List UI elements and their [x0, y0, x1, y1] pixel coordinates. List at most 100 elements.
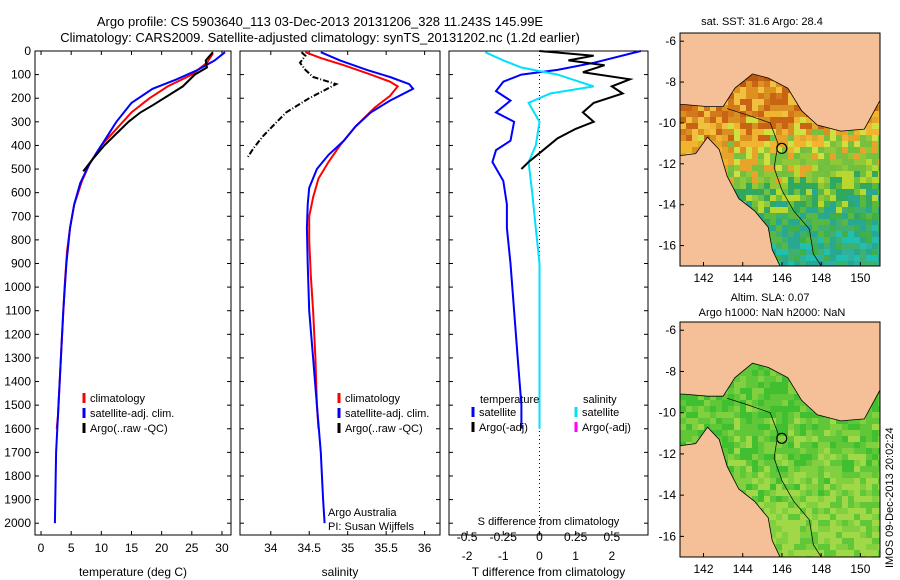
title-line-1: Argo profile: CS 5903640_113 03-Dec-2013…	[96, 14, 544, 29]
temperature-tick-label: 20	[155, 541, 169, 555]
sla_map-lon-label: 148	[811, 562, 831, 576]
sla_map-lat-label: -10	[659, 406, 677, 420]
sla_map-lon-label: 142	[694, 562, 714, 576]
t-diff-tick-label: 0	[536, 549, 543, 563]
difference-series-s-satellite	[484, 51, 595, 429]
sst_map-frame	[679, 32, 881, 267]
sst_map-map-field	[680, 33, 880, 266]
temperature-legend-label: Argo(..raw -QC)	[90, 423, 168, 435]
salinity-tick-label: 36	[418, 541, 432, 555]
sla_map-lat-label: -8	[665, 364, 676, 378]
salinity-tick-label: 34	[264, 541, 278, 555]
sla_map-lon-label: 144	[733, 562, 753, 576]
temperature-series-argo	[82, 51, 214, 173]
salinity-panel-frame	[239, 50, 441, 536]
sst_map-lon-label: 142	[694, 271, 714, 285]
s-diff-axis-label: S difference from climatology	[478, 516, 620, 528]
bathymetry-contour	[726, 397, 822, 557]
imos-timestamp: IMOS 09-Dec-2013 20:02:24	[884, 427, 896, 568]
difference-panel-frame	[448, 50, 649, 536]
sst_map-lon-label: 144	[733, 271, 753, 285]
diff-legend-temperature-label: Argo(-adj)	[479, 422, 528, 434]
salinity-legend-label: satellite-adj. clim.	[345, 408, 429, 420]
sst_map-lon-label: 150	[850, 271, 870, 285]
cape-york-landmass	[680, 426, 781, 557]
sla_map-lon-label: 146	[772, 562, 792, 576]
temperature-tick-label: 25	[185, 541, 199, 555]
temperature-tick-label: 10	[95, 541, 109, 555]
diff-legend-temperature-heading: temperature	[480, 394, 539, 406]
sst_map-map: 142 144 146 148 150 -6 -8 -10 -12 -14 -16	[659, 32, 881, 285]
depth-tick-label: 1100	[5, 304, 31, 318]
depth-tick-label: 900	[11, 256, 31, 270]
depth-tick-label: 1700	[4, 445, 31, 459]
t-diff-tick-label: -2	[462, 549, 473, 563]
new-guinea-landmass	[680, 322, 880, 422]
depth-tick-label: 1300	[4, 351, 31, 365]
salinity-annotation-pi: PI: Susan Wijffels	[328, 521, 414, 533]
bathymetry-contour	[726, 108, 822, 266]
argo-float-marker	[776, 432, 788, 444]
sla-map-title: Altim. SLA: 0.07	[731, 292, 810, 304]
new-guinea-landmass	[680, 33, 880, 132]
s-diff-tick-label: 0	[536, 530, 543, 544]
depth-tick-label: 1200	[4, 327, 31, 341]
sla_map-lat-label: -12	[659, 447, 677, 461]
s-diff-tick-label: 0.25	[564, 530, 588, 544]
sla_map-map-field	[680, 322, 880, 557]
depth-tick-label: 1900	[4, 493, 31, 507]
salinity-series-argo	[246, 51, 339, 158]
sla_map-lon-label: 150	[850, 562, 870, 576]
salinity-legend-label: Argo(..raw -QC)	[345, 423, 423, 435]
s-diff-tick-label: -0.25	[490, 530, 518, 544]
salinity-tick-label: 34.5	[298, 541, 322, 555]
s-diff-tick-label: 0.5	[603, 530, 620, 544]
sst_map-lat-label: -16	[659, 239, 677, 253]
depth-tick-label: 200	[11, 91, 31, 105]
sst-map-title: sat. SST: 31.6 Argo: 28.4	[701, 16, 823, 28]
difference-series-t-argo	[520, 50, 634, 170]
sst_map-lat-label: -10	[659, 116, 677, 130]
temperature-tick-label: 5	[68, 541, 75, 555]
salinity-annotation-org: Argo Australia	[328, 507, 397, 519]
depth-tick-label: 1500	[4, 398, 31, 412]
salinity-tick-label: 35	[341, 541, 355, 555]
depth-tick-label: 100	[11, 68, 31, 82]
salinity-axis-label: salinity	[322, 565, 359, 579]
temperature-series-satellite	[53, 51, 226, 524]
depth-tick-label: 0	[24, 44, 31, 58]
s-diff-tick-label: -0.5	[457, 530, 478, 544]
diff-legend-salinity-label: Argo(-adj)	[582, 422, 631, 434]
temperature-series-climatology	[55, 52, 214, 429]
temperature-tick-label: 0	[38, 541, 45, 555]
t-diff-tick-label: -1	[498, 549, 509, 563]
sla_map-lat-label: -16	[659, 529, 677, 543]
argo-float-marker	[776, 142, 788, 154]
salinity-legend-label: climatology	[345, 393, 401, 405]
sst_map-lat-label: -8	[665, 75, 676, 89]
cape-york-landmass	[680, 136, 781, 266]
sst_map-lat-label: -6	[665, 34, 676, 48]
depth-tick-label: 1400	[4, 375, 31, 389]
diff-legend-salinity-label: satellite	[582, 407, 619, 419]
depth-tick-label: 1000	[4, 280, 31, 294]
sla-map-subtitle: Argo h1000: NaN h2000: NaN	[699, 307, 846, 319]
sst_map-lat-label: -12	[659, 157, 677, 171]
diff-legend-salinity-heading: salinity	[583, 394, 617, 406]
salinity-tick-label: 35.5	[374, 541, 398, 555]
t-diff-axis-label: T difference from climatology	[472, 565, 626, 579]
depth-tick-label: 800	[11, 233, 31, 247]
depth-tick-label: 600	[11, 186, 31, 200]
temperature-axis-label: temperature (deg C)	[79, 565, 187, 579]
depth-tick-label: 500	[11, 162, 31, 176]
temperature-legend-label: satellite-adj. clim.	[90, 408, 174, 420]
temperature-panel-frame	[34, 50, 232, 536]
temperature-legend-label: climatology	[90, 393, 146, 405]
sla_map-map: 142 144 146 148 150 -6 -8 -10 -12 -14 -16	[659, 321, 881, 576]
sla_map-lat-label: -6	[665, 323, 676, 337]
depth-tick-label: 2000	[4, 516, 31, 530]
t-diff-tick-label: 1	[572, 549, 579, 563]
depth-tick-label: 300	[11, 115, 31, 129]
sst_map-lat-label: -14	[659, 198, 677, 212]
